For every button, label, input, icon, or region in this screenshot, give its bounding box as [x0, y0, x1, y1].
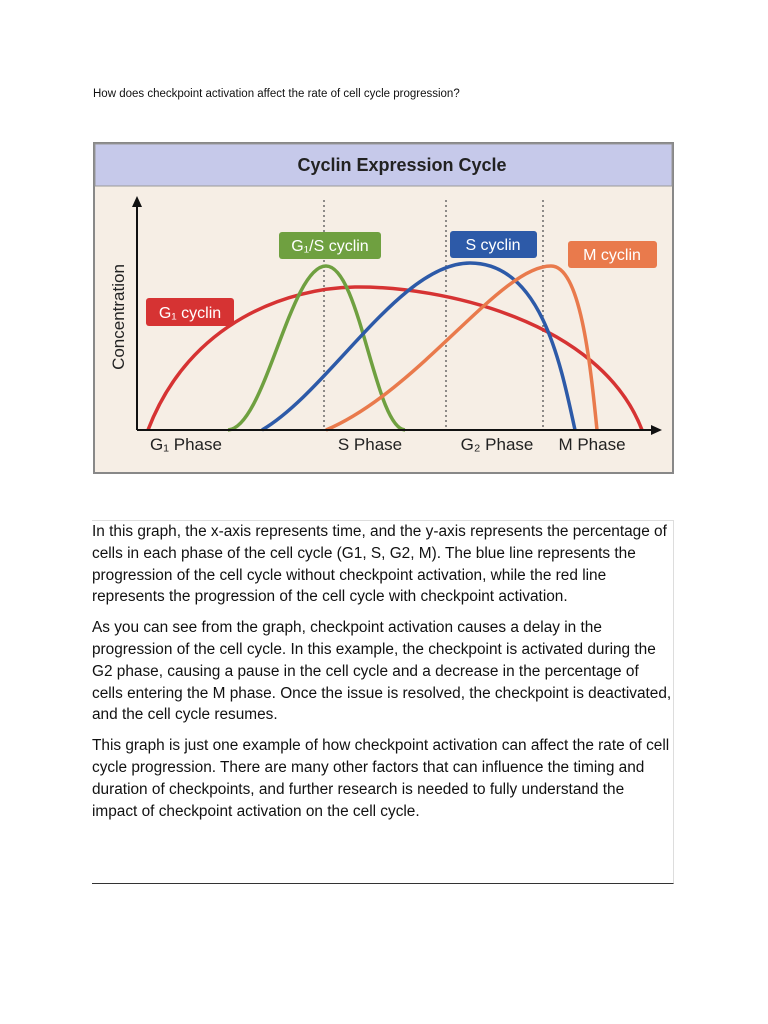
axes: [136, 203, 655, 431]
phase-label: S Phase: [338, 435, 402, 454]
g1s-cyclin-curve: [227, 264, 406, 432]
paragraph: This graph is just one example of how ch…: [92, 737, 670, 820]
figure: Cyclin Expression Cycle Concentration G₁…: [93, 142, 674, 474]
paragraph: As you can see from the graph, checkpoin…: [92, 619, 672, 724]
curve-label: S cyclin: [465, 237, 520, 254]
title-bar: [94, 143, 673, 187]
m-cyclin-curve: [325, 264, 599, 432]
phase-dividers: [323, 200, 544, 430]
y-axis-label: Concentration: [109, 264, 128, 370]
phase-label: M Phase: [558, 435, 625, 454]
label-box: [279, 232, 381, 259]
curve-label: M cyclin: [583, 247, 641, 264]
label-box: [568, 241, 657, 268]
figure-title: Cyclin Expression Cycle: [297, 155, 506, 175]
answer-box: In this graph, the x-axis represents tim…: [92, 520, 674, 884]
x-arrow: [651, 425, 662, 435]
phase-label: G₂ Phase: [461, 435, 534, 454]
y-arrow: [132, 196, 142, 207]
question: How does checkpoint activation affect th…: [93, 88, 460, 100]
paragraph: In this graph, the x-axis represents tim…: [92, 523, 667, 606]
curve-label: G₁ cyclin: [159, 305, 221, 322]
curves: [146, 261, 644, 432]
g1-cyclin-curve: [146, 285, 644, 431]
curve-label: G₁/S cyclin: [291, 238, 368, 255]
phase-label: G₁ Phase: [150, 435, 222, 454]
label-box: [450, 231, 537, 258]
label-box: [146, 298, 234, 326]
s-cyclin-curve: [261, 261, 577, 432]
